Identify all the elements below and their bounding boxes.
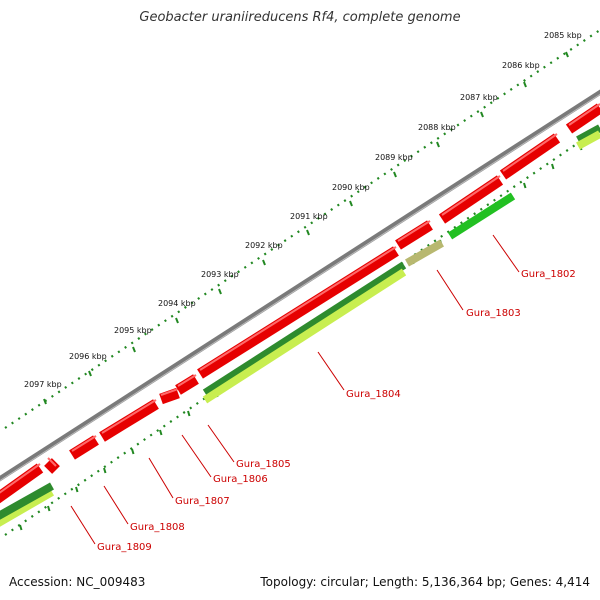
forward-gene-block xyxy=(565,103,600,134)
scale-tick xyxy=(218,288,222,295)
scale-label: 2095 kbp xyxy=(114,326,152,335)
scale-tick xyxy=(88,370,92,377)
gene-label[interactable]: Gura_1806 xyxy=(213,474,268,485)
genome-stats-label: Topology: circular; Length: 5,136,364 bp… xyxy=(260,575,590,589)
gene-label[interactable]: Gura_1809 xyxy=(97,542,152,553)
gene-leader-line xyxy=(103,485,129,525)
inner-tick xyxy=(75,486,79,493)
forward-gene-block xyxy=(44,458,60,474)
reverse-gene-block xyxy=(576,130,600,150)
forward-gene-highlight xyxy=(47,457,57,467)
gene-label[interactable]: Gura_1807 xyxy=(175,496,230,507)
scale-label: 2094 kbp xyxy=(158,299,196,308)
genome-backbone-highlight xyxy=(0,93,600,482)
scale-label: 2085 kbp xyxy=(544,31,582,40)
inner-tick xyxy=(551,163,555,170)
accession-label: Accession: NC_009483 xyxy=(9,575,146,589)
gene-label[interactable]: Gura_1804 xyxy=(346,389,401,400)
reverse-gene-block xyxy=(576,124,600,144)
map-title: Geobacter uraniireducens Rf4, complete g… xyxy=(139,10,461,25)
gene-leader-line xyxy=(317,351,345,391)
scale-label: 2093 kbp xyxy=(201,270,239,279)
reverse-gene-block xyxy=(202,268,407,404)
forward-gene-block xyxy=(395,220,433,250)
forward-gene-block xyxy=(99,399,159,442)
inner-tick xyxy=(131,448,135,455)
inner-tick xyxy=(187,410,191,417)
forward-gene-highlight xyxy=(177,374,197,387)
scale-label: 2088 kbp xyxy=(418,123,456,132)
forward-gene-block xyxy=(175,374,199,395)
forward-gene-block xyxy=(499,133,561,180)
scale-tick xyxy=(262,259,266,266)
gene-leader-line xyxy=(70,505,96,545)
forward-gene-highlight xyxy=(71,435,97,452)
scale-label: 2091 kbp xyxy=(290,212,328,221)
gene-label[interactable]: Gura_1805 xyxy=(236,459,291,470)
scale-label: 2092 kbp xyxy=(245,241,283,250)
scale-tick xyxy=(436,141,440,148)
forward-gene-block xyxy=(159,387,180,405)
forward-gene-highlight xyxy=(502,133,558,172)
gene-label[interactable]: Gura_1803 xyxy=(466,308,521,319)
gene-leader-line xyxy=(436,269,464,311)
scale-label: 2089 kbp xyxy=(375,153,413,162)
scale-tick xyxy=(565,51,569,58)
scale-tick xyxy=(306,229,310,236)
inner-tick xyxy=(47,505,51,512)
scale-label: 2097 kbp xyxy=(24,380,62,389)
reverse-gene-block xyxy=(447,192,516,240)
gene-leader-line xyxy=(148,457,174,499)
gene-label[interactable]: Gura_1802 xyxy=(521,269,576,280)
genome-backbone xyxy=(0,89,600,482)
scale-tick xyxy=(393,171,397,178)
gene-leader-line xyxy=(207,424,235,463)
forward-gene-highlight xyxy=(397,220,431,242)
inner-tick xyxy=(103,467,107,474)
reverse-gene-block xyxy=(0,488,55,527)
scale-tick xyxy=(43,398,47,405)
scale-label: 2096 kbp xyxy=(69,352,107,361)
forward-gene-block xyxy=(197,246,399,379)
forward-gene-highlight xyxy=(568,103,600,126)
scale-tick xyxy=(480,111,484,118)
forward-gene-block xyxy=(0,463,44,504)
scale-tick xyxy=(523,81,527,88)
inner-tick xyxy=(523,182,527,189)
forward-gene-block xyxy=(438,175,504,224)
forward-gene-highlight xyxy=(199,246,397,371)
scale-label: 2086 kbp xyxy=(502,61,540,70)
forward-gene-highlight xyxy=(441,175,501,216)
forward-gene-highlight xyxy=(160,388,179,396)
scale-dotted-line xyxy=(4,29,600,429)
forward-gene-block xyxy=(69,435,99,460)
gene-leader-line xyxy=(181,434,212,478)
scale-label: 2087 kbp xyxy=(460,93,498,102)
inner-tick xyxy=(19,524,23,531)
forward-gene-highlight xyxy=(0,463,41,494)
scale-tick xyxy=(349,200,353,207)
reverse-gene-block xyxy=(202,261,407,397)
gene-leader-line xyxy=(492,234,520,273)
scale-tick xyxy=(132,346,136,353)
inner-tick xyxy=(159,429,163,436)
forward-gene-highlight xyxy=(101,399,157,434)
scale-tick xyxy=(175,317,179,324)
gene-label[interactable]: Gura_1808 xyxy=(130,522,185,533)
reverse-gene-block xyxy=(405,239,444,267)
reverse-gene-block xyxy=(0,482,54,520)
scale-label: 2090 kbp xyxy=(332,183,370,192)
